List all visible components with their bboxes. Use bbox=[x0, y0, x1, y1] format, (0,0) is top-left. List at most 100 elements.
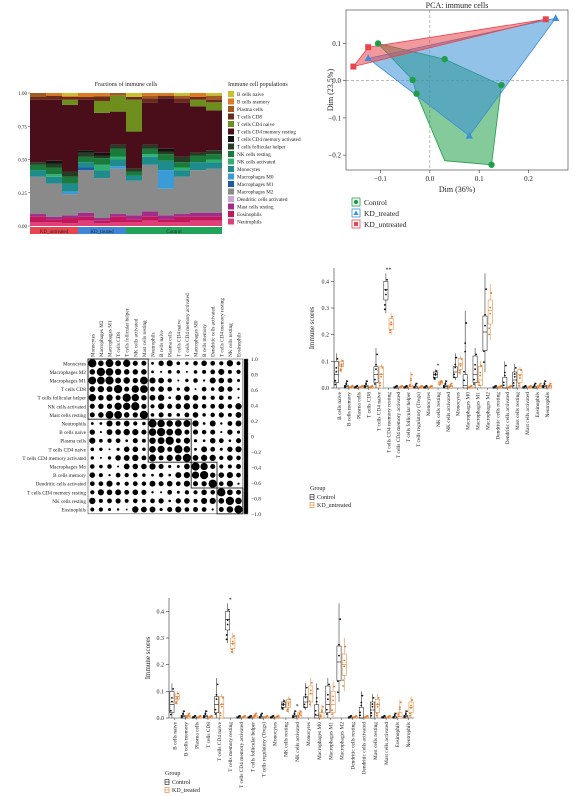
corr-cell bbox=[158, 463, 164, 470]
corr-cell bbox=[90, 507, 95, 512]
corr-cell bbox=[168, 396, 172, 400]
corr-cell bbox=[114, 368, 122, 376]
corr-cell bbox=[141, 489, 147, 495]
corr-cell bbox=[106, 480, 113, 487]
box-point bbox=[335, 370, 338, 373]
stacked-bar-segment bbox=[158, 215, 174, 220]
stacked-bar-segment bbox=[158, 219, 174, 223]
corr-scale-strip bbox=[244, 405, 248, 410]
stacked-bar-segment bbox=[174, 176, 190, 215]
box-ylabel: Immune scores bbox=[144, 636, 152, 679]
corr-cell bbox=[219, 455, 224, 461]
box-significance: * bbox=[437, 363, 440, 369]
corr-scale-strip bbox=[244, 386, 248, 391]
box-point bbox=[469, 385, 472, 388]
box-point bbox=[204, 712, 207, 715]
stacked-bar-segment bbox=[190, 93, 206, 97]
stacked-bar-segment bbox=[126, 222, 142, 226]
corr-cell bbox=[175, 403, 182, 410]
box-point bbox=[382, 715, 385, 718]
corr-cell bbox=[201, 404, 207, 409]
box-point bbox=[458, 371, 461, 374]
box-point bbox=[169, 709, 172, 712]
stacked-bar-segment bbox=[126, 215, 142, 220]
stacked-bar-segment bbox=[190, 212, 206, 217]
corr-cell bbox=[176, 387, 180, 391]
corr-cell bbox=[192, 455, 199, 461]
stacked-legend-label: B cells naive bbox=[237, 92, 264, 98]
stacked-bar-segment bbox=[110, 93, 126, 96]
box-point bbox=[226, 623, 229, 626]
box-point bbox=[429, 385, 432, 388]
stacked-bar-segment bbox=[78, 170, 94, 213]
stacked-bar-segment bbox=[62, 183, 78, 192]
box-point bbox=[512, 382, 515, 384]
corr-scale-strip bbox=[244, 397, 248, 402]
box-point bbox=[237, 715, 240, 718]
box-ylabel: Immune scores bbox=[308, 306, 316, 349]
stacked-bar-segment bbox=[30, 164, 46, 171]
corr-scale-frame bbox=[243, 358, 249, 515]
corr-cell bbox=[218, 403, 225, 410]
stacked-legend-swatch bbox=[228, 151, 234, 157]
box-point bbox=[339, 368, 342, 371]
box-point bbox=[519, 377, 521, 379]
corr-col-label: B cells naive bbox=[159, 330, 165, 357]
box-point bbox=[385, 289, 387, 292]
box-point bbox=[355, 385, 358, 388]
corr-cluster-box bbox=[147, 418, 192, 463]
box-point bbox=[309, 692, 312, 695]
corr-cell bbox=[237, 387, 240, 391]
pca-point bbox=[465, 131, 473, 139]
stacked-bar-segment bbox=[78, 150, 94, 153]
stacked-bar-segment bbox=[174, 93, 190, 96]
box-point bbox=[209, 715, 212, 718]
corr-scale-strip bbox=[244, 409, 248, 414]
box-point bbox=[380, 375, 383, 378]
corr-cell bbox=[210, 463, 216, 470]
corr-scale-strip bbox=[244, 486, 248, 491]
stacked-legend-label: NK cells activated bbox=[237, 160, 276, 166]
box-point bbox=[383, 304, 386, 306]
box-xtick-label: NK cells activated bbox=[446, 392, 452, 432]
stacked-group-label: KD_untreated bbox=[40, 230, 69, 235]
corr-cell bbox=[175, 481, 181, 487]
box-point bbox=[485, 288, 487, 291]
stacked-group-label: KD_treated bbox=[90, 230, 114, 235]
corr-cell bbox=[165, 436, 174, 445]
box-point bbox=[459, 364, 462, 367]
corr-cell bbox=[236, 378, 241, 383]
corr-cell bbox=[201, 497, 208, 504]
corr-cell bbox=[99, 422, 103, 425]
corr-cell bbox=[167, 506, 173, 513]
corr-cell bbox=[218, 395, 224, 401]
corr-cell bbox=[156, 427, 166, 437]
corr-cell bbox=[202, 413, 206, 417]
corr-cell bbox=[175, 498, 181, 504]
corr-cell bbox=[151, 361, 154, 365]
stacked-bar-segment bbox=[62, 93, 78, 96]
stacked-ytick-label: 0.25 bbox=[18, 192, 27, 197]
box-point bbox=[509, 385, 511, 388]
box-point bbox=[523, 385, 526, 388]
corr-cell bbox=[116, 447, 120, 451]
corr-cell bbox=[158, 377, 164, 384]
corr-scale-strip bbox=[244, 382, 248, 387]
corr-cell bbox=[141, 481, 147, 486]
corr-cell bbox=[149, 506, 156, 513]
box-xtick-label: Plasma cells bbox=[357, 392, 363, 419]
corr-row-label: T cells CD4 memory activated bbox=[22, 456, 86, 462]
box-point bbox=[281, 706, 284, 709]
corr-cell bbox=[227, 455, 233, 461]
box-point bbox=[549, 382, 552, 385]
stacked-ytick-label: 0.75 bbox=[18, 125, 27, 130]
corr-cell bbox=[175, 394, 182, 401]
box-point bbox=[187, 714, 190, 716]
box-point bbox=[392, 715, 395, 718]
box-point bbox=[475, 353, 478, 356]
corr-cell bbox=[115, 377, 122, 384]
box-point bbox=[339, 369, 342, 372]
corr-cell bbox=[158, 403, 165, 410]
box-point bbox=[372, 696, 375, 699]
box-point bbox=[326, 698, 329, 701]
